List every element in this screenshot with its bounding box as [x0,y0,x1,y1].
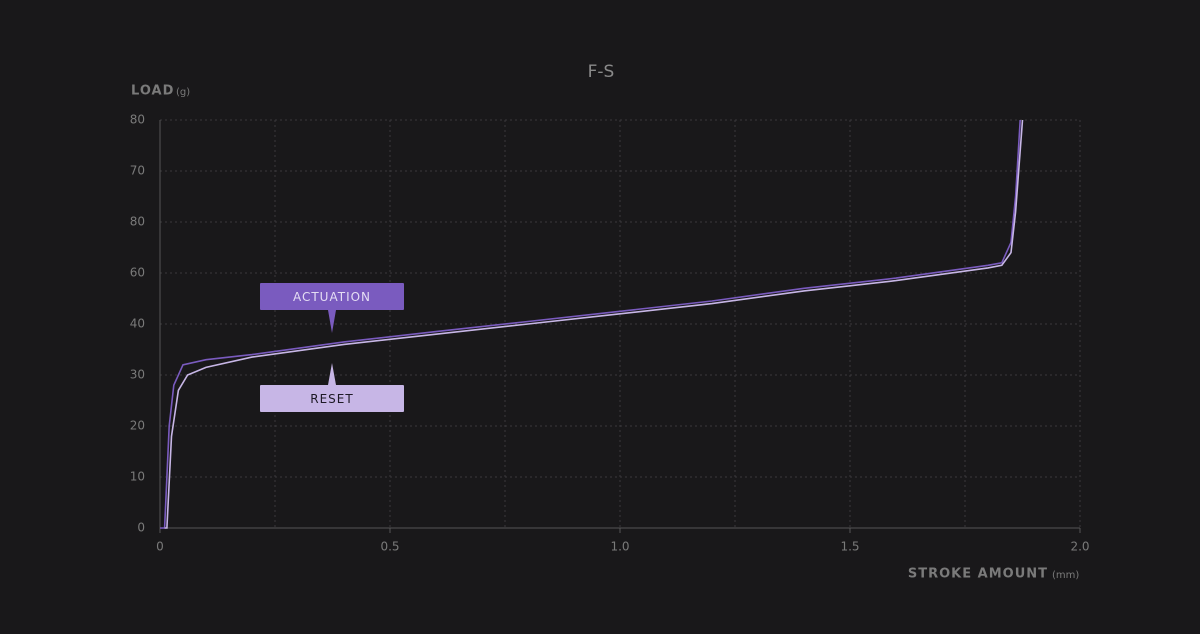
y-tick-label: 10 [130,470,145,484]
legend-pointer [328,310,336,333]
x-tick-label: 0 [156,540,164,554]
legend-box [260,283,404,310]
series-line [160,119,1021,529]
y-tick-label: 80 [130,215,145,229]
y-tick-label: 20 [130,419,145,433]
y-tick-label: 80 [130,113,145,127]
y-axis-label: LOAD [131,84,174,99]
x-tick-label: 0.5 [380,540,399,554]
x-axis-unit: (mm) [1052,570,1079,581]
legend-label: ACTUATION [293,290,371,304]
x-axis-label: STROKE AMOUNT [908,567,1048,582]
y-tick-label: 0 [137,521,145,535]
y-tick-label: 60 [130,266,145,280]
legend-pointer [328,363,336,385]
series-line [164,119,1024,529]
x-tick-label: 1.0 [610,540,629,554]
y-tick-label: 30 [130,368,145,382]
legend-box [260,385,404,412]
x-tick-label: 2.0 [1070,540,1089,554]
legend-label: RESET [310,392,353,406]
x-tick-label: 1.5 [840,540,859,554]
y-axis-unit: (g) [176,87,190,98]
y-tick-label: 70 [130,164,145,178]
chart-title: F-S [588,62,615,82]
y-tick-label: 40 [130,317,145,331]
